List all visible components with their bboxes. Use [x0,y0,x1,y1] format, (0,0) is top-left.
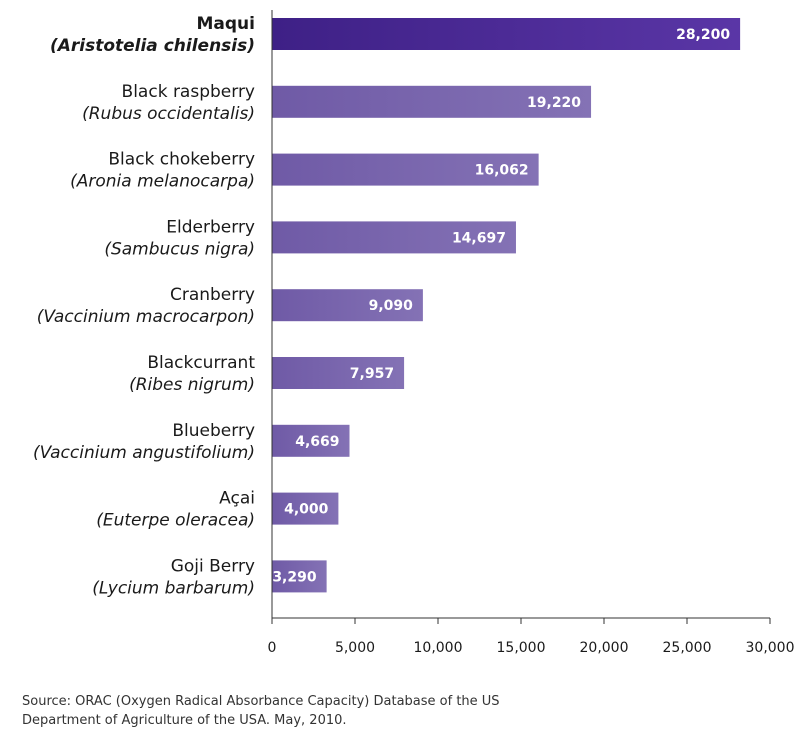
category-name-0: Maqui [197,14,256,34]
bars-group: 28,200 19,220 16,062 14,697 9,090 7,957 4,669 4… [272,18,741,593]
category-scientific-1: (Rubus occidentalis) [82,104,255,124]
source-note: Source: ORAC (Oxygen Radical Absorbance … [22,692,582,730]
value-label-0: 28,200 [676,27,730,43]
category-scientific-2: (Aronia melanocarpa) [70,172,255,192]
category-scientific-8: (Lycium barbarum) [92,578,255,598]
category-name-5: Blackcurrant [147,353,255,373]
category-scientific-5: (Ribes nigrum) [129,375,255,395]
category-name-1: Black raspberry [122,82,255,102]
category-scientific-0: (Aristotelia chilensis) [50,36,255,56]
category-name-8: Goji Berry [171,556,255,576]
category-name-3: Elderberry [166,217,255,237]
category-name-7: Açai [219,489,255,509]
value-label-3: 14,697 [452,230,506,246]
bar-4 [272,289,423,322]
value-label-6: 4,669 [295,434,339,450]
bar-7 [272,492,339,525]
x-tick-label-6: 30,000 [746,640,795,656]
x-tick-label-4: 20,000 [580,640,629,656]
category-scientific-3: (Sambucus nigra) [104,239,255,259]
x-ticks: 0 5,000 10,000 15,000 20,000 25,000 30,000 [268,618,795,656]
category-scientific-6: (Vaccinium angustifolium) [33,443,255,463]
category-scientific-7: (Euterpe oleracea) [96,511,255,531]
bar-8 [272,560,327,593]
value-label-7: 4,000 [284,502,329,518]
x-tick-label-2: 10,000 [414,640,463,656]
x-tick-label-5: 25,000 [663,640,712,656]
value-label-2: 16,062 [475,163,529,179]
bar-5 [272,357,405,389]
category-labels: Maqui(Aristotelia chilensis) Black raspbe… [33,14,255,598]
x-tick-label-0: 0 [268,640,277,656]
category-name-2: Black chokeberry [108,150,255,170]
x-tick-label-1: 5,000 [335,640,375,656]
bar-1 [272,85,592,118]
bar-0 [272,18,741,50]
value-label-1: 19,220 [527,95,581,111]
bar-3 [272,221,516,254]
category-name-4: Cranberry [170,285,255,305]
category-scientific-4: (Vaccinium macrocarpon) [37,307,255,327]
bar-6 [272,424,350,457]
value-label-4: 9,090 [369,298,414,314]
source-line-1: Source: ORAC (Oxygen Radical Absorbance … [22,694,500,709]
bar-2 [272,153,539,186]
source-line-2: Department of Agriculture of the USA. Ma… [22,713,347,728]
bar-chart: 28,200 19,220 16,062 14,697 9,090 7,957 4,669 4… [33,10,795,656]
category-name-6: Blueberry [172,421,255,441]
value-label-8: 3,290 [272,569,317,585]
x-tick-label-3: 15,000 [497,640,546,656]
value-label-5: 7,957 [350,366,394,382]
